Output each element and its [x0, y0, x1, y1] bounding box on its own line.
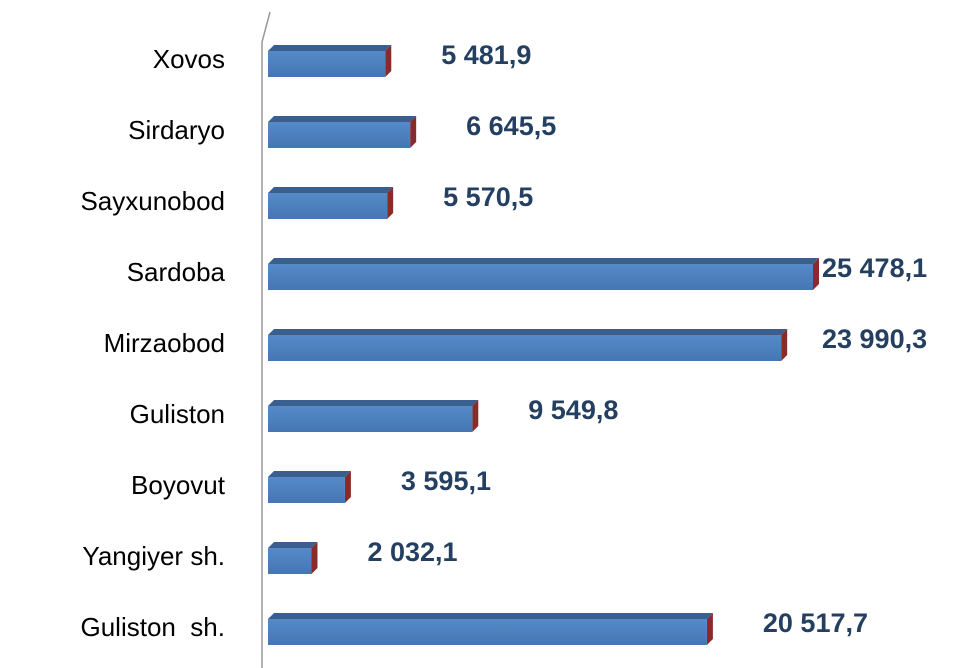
- value-label: 3 595,1: [401, 466, 491, 496]
- bar-top: [268, 613, 713, 619]
- bar-front-shade: [268, 406, 473, 432]
- bar-side: [385, 45, 392, 77]
- category-label: Boyovut: [131, 470, 226, 500]
- category-label: Sayxunobod: [80, 186, 225, 216]
- bar-side: [410, 116, 417, 148]
- value-label: 5 481,9: [441, 40, 531, 70]
- category-label: Sirdaryo: [128, 115, 225, 145]
- bar-side: [472, 400, 479, 432]
- value-label: 5 570,5: [443, 182, 533, 212]
- bar-side: [781, 329, 788, 361]
- bar-top: [268, 187, 394, 193]
- bar-side: [387, 187, 394, 219]
- category-label: Xovos: [153, 44, 225, 74]
- bar-front-shade: [268, 548, 312, 574]
- bar-top: [268, 258, 819, 264]
- bar-front-shade: [268, 193, 388, 219]
- bar: [268, 400, 479, 432]
- bar: [268, 329, 788, 361]
- value-label: 2 032,1: [367, 537, 457, 567]
- category-label: Mirzaobod: [104, 328, 225, 358]
- bar-front-shade: [268, 335, 782, 361]
- bar: [268, 187, 394, 219]
- bar-front-shade: [268, 264, 813, 290]
- category-label: Yangiyer sh.: [82, 541, 225, 571]
- value-label: 9 549,8: [528, 395, 618, 425]
- bar-top: [268, 471, 351, 477]
- bar-side: [813, 258, 819, 290]
- bar-front-shade: [268, 122, 411, 148]
- bar: [268, 45, 392, 77]
- bar: [268, 613, 713, 645]
- bar-side: [344, 471, 351, 503]
- bar-front-shade: [268, 477, 345, 503]
- category-label: Guliston sh.: [80, 612, 225, 642]
- category-label: Guliston: [130, 399, 225, 429]
- value-label: 25 478,1: [822, 253, 927, 283]
- axis-line: [261, 11, 271, 668]
- bar-top: [268, 542, 318, 548]
- bar: [268, 258, 819, 290]
- bar-top: [268, 116, 417, 122]
- category-label: Sardoba: [127, 257, 226, 287]
- bar-top: [268, 45, 392, 51]
- bar-side: [311, 542, 318, 574]
- bar-side: [706, 613, 713, 645]
- bar-front-shade: [268, 51, 386, 77]
- bar-top: [268, 329, 788, 335]
- bar: [268, 542, 318, 574]
- value-label: 23 990,3: [822, 324, 927, 354]
- bar: [268, 471, 351, 503]
- bar-top: [268, 400, 479, 406]
- bar: [268, 116, 417, 148]
- bar-front-shade: [268, 619, 707, 645]
- value-label: 20 517,7: [763, 608, 868, 638]
- value-label: 6 645,5: [466, 111, 556, 141]
